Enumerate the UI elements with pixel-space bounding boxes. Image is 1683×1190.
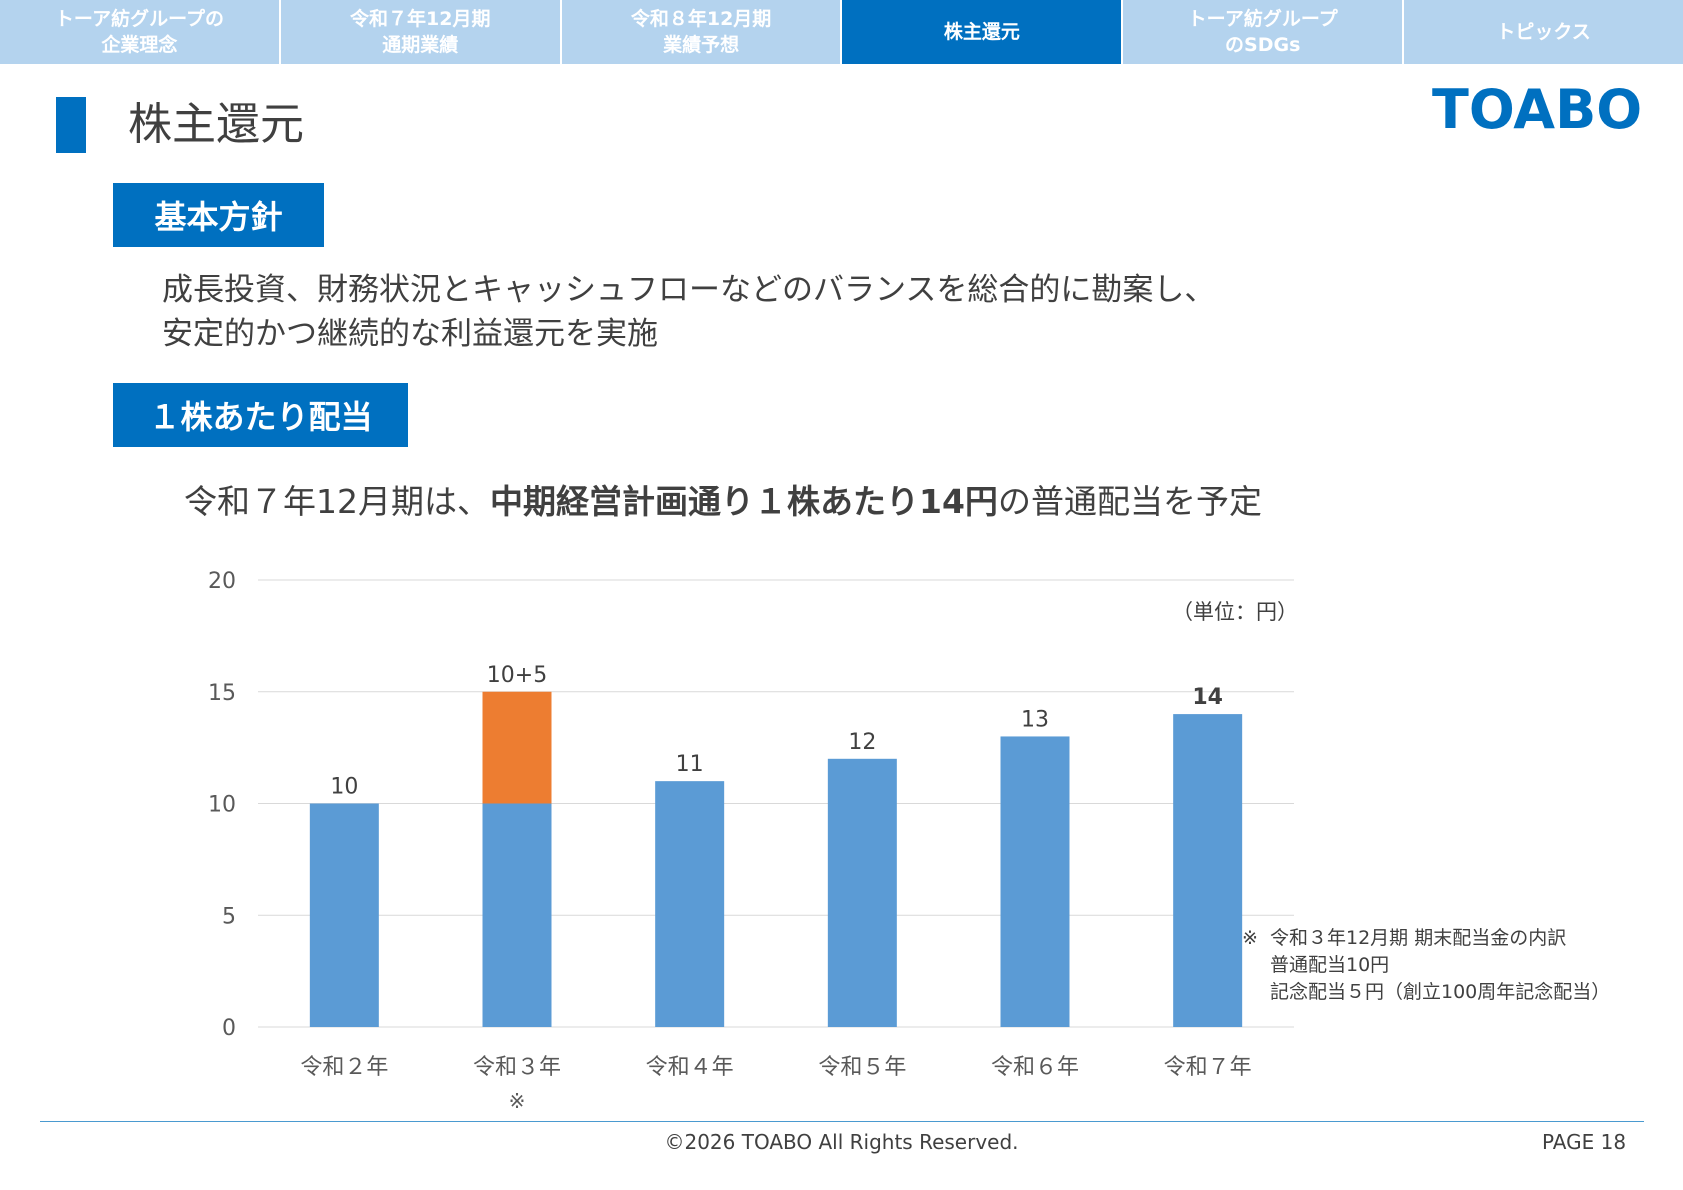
bar [482,691,552,804]
x-category-label: 令和３年 [473,1055,561,1080]
bar [827,758,897,1027]
bar [482,803,552,1027]
dividend-label: １株あたり配当 [113,383,408,447]
data-label: 10+5 [487,663,547,688]
footnote-mark: ※ [1242,927,1258,949]
top-nav: トーア紡グループの 企業理念 令和７年12月期 通期業績 令和８年12月期 業績… [0,0,1683,64]
footer-divider [40,1121,1644,1122]
data-label: 12 [848,730,876,755]
data-label: 11 [676,752,704,777]
chart-unit-label: （単位：円） [1172,600,1298,624]
tab-topics[interactable]: トピックス [1404,0,1683,64]
x-category-label: 令和６年 [991,1055,1079,1080]
x-category-mark: ※ [509,1089,526,1113]
tab-philosophy[interactable]: トーア紡グループの 企業理念 [0,0,279,64]
headline-bold: 中期経営計画通り１株あたり14円 [490,482,998,521]
tab-shareholder-returns[interactable]: 株主還元 [842,0,1122,64]
y-tick-label: 5 [222,904,236,929]
chart-bars [309,691,1243,1027]
tab-fy2025-results[interactable]: 令和７年12月期 通期業績 [280,0,560,64]
x-category-label: 令和２年 [300,1055,388,1080]
y-tick-label: 20 [208,569,236,594]
footnote-line-2: 普通配当10円 [1270,954,1390,976]
page-number: PAGE 18 [1542,1130,1627,1154]
y-tick-label: 10 [208,793,236,818]
y-tick-label: 15 [208,681,236,706]
bar [1000,736,1070,1027]
copyright: ©2026 TOABO All Rights Reserved. [664,1130,1019,1154]
policy-line-1: 成長投資、財務状況とキャッシュフローなどのバランスを総合的に勘案し、 [162,272,1216,308]
bar [655,781,725,1027]
tab-fy2026-forecast[interactable]: 令和８年12月期 業績予想 [561,0,841,64]
policy-label: 基本方針 [113,183,324,247]
x-category-label: 令和５年 [818,1055,906,1080]
footnote-line-3: 記念配当５円（創立100周年記念配当） [1270,981,1611,1003]
bar [1173,714,1243,1027]
policy-text: 成長投資、財務状況とキャッシュフローなどのバランスを総合的に勘案し、 安定的かつ… [162,268,1215,356]
title-accent-bar [56,97,86,153]
chart-labels: 0 5 10 15 20 10 令和２年 10+5 令和３年 ※ 11 令和４年 12 令和５年 13 令和６… [208,569,1252,1113]
dividend-headline: 令和７年12月期は、中期経営計画通り１株あたり14円の普通配当を予定 [184,480,1262,524]
x-category-label: 令和４年 [646,1055,734,1080]
y-tick-label: 0 [222,1016,236,1041]
footnote: ※ 令和３年12月期 期末配当金の内訳 普通配当10円 記念配当５円（創立100… [1242,925,1611,1006]
policy-line-2: 安定的かつ継続的な利益還元を実施 [162,316,658,352]
headline-pre: 令和７年12月期は、 [184,482,490,521]
footnote-line-1: 令和３年12月期 期末配当金の内訳 [1270,927,1567,949]
page-title: 株主還元 [128,99,304,150]
x-category-label: 令和７年 [1164,1055,1252,1080]
toabo-logo: TOABO [1432,78,1643,141]
tab-sdgs[interactable]: トーア紡グループ のSDGs [1123,0,1403,64]
bar [309,803,379,1027]
headline-post: の普通配当を予定 [997,482,1262,521]
data-label: 14 [1192,685,1223,710]
data-label: 10 [330,775,358,800]
chart-gridlines [258,579,1294,1028]
data-label: 13 [1021,707,1049,732]
